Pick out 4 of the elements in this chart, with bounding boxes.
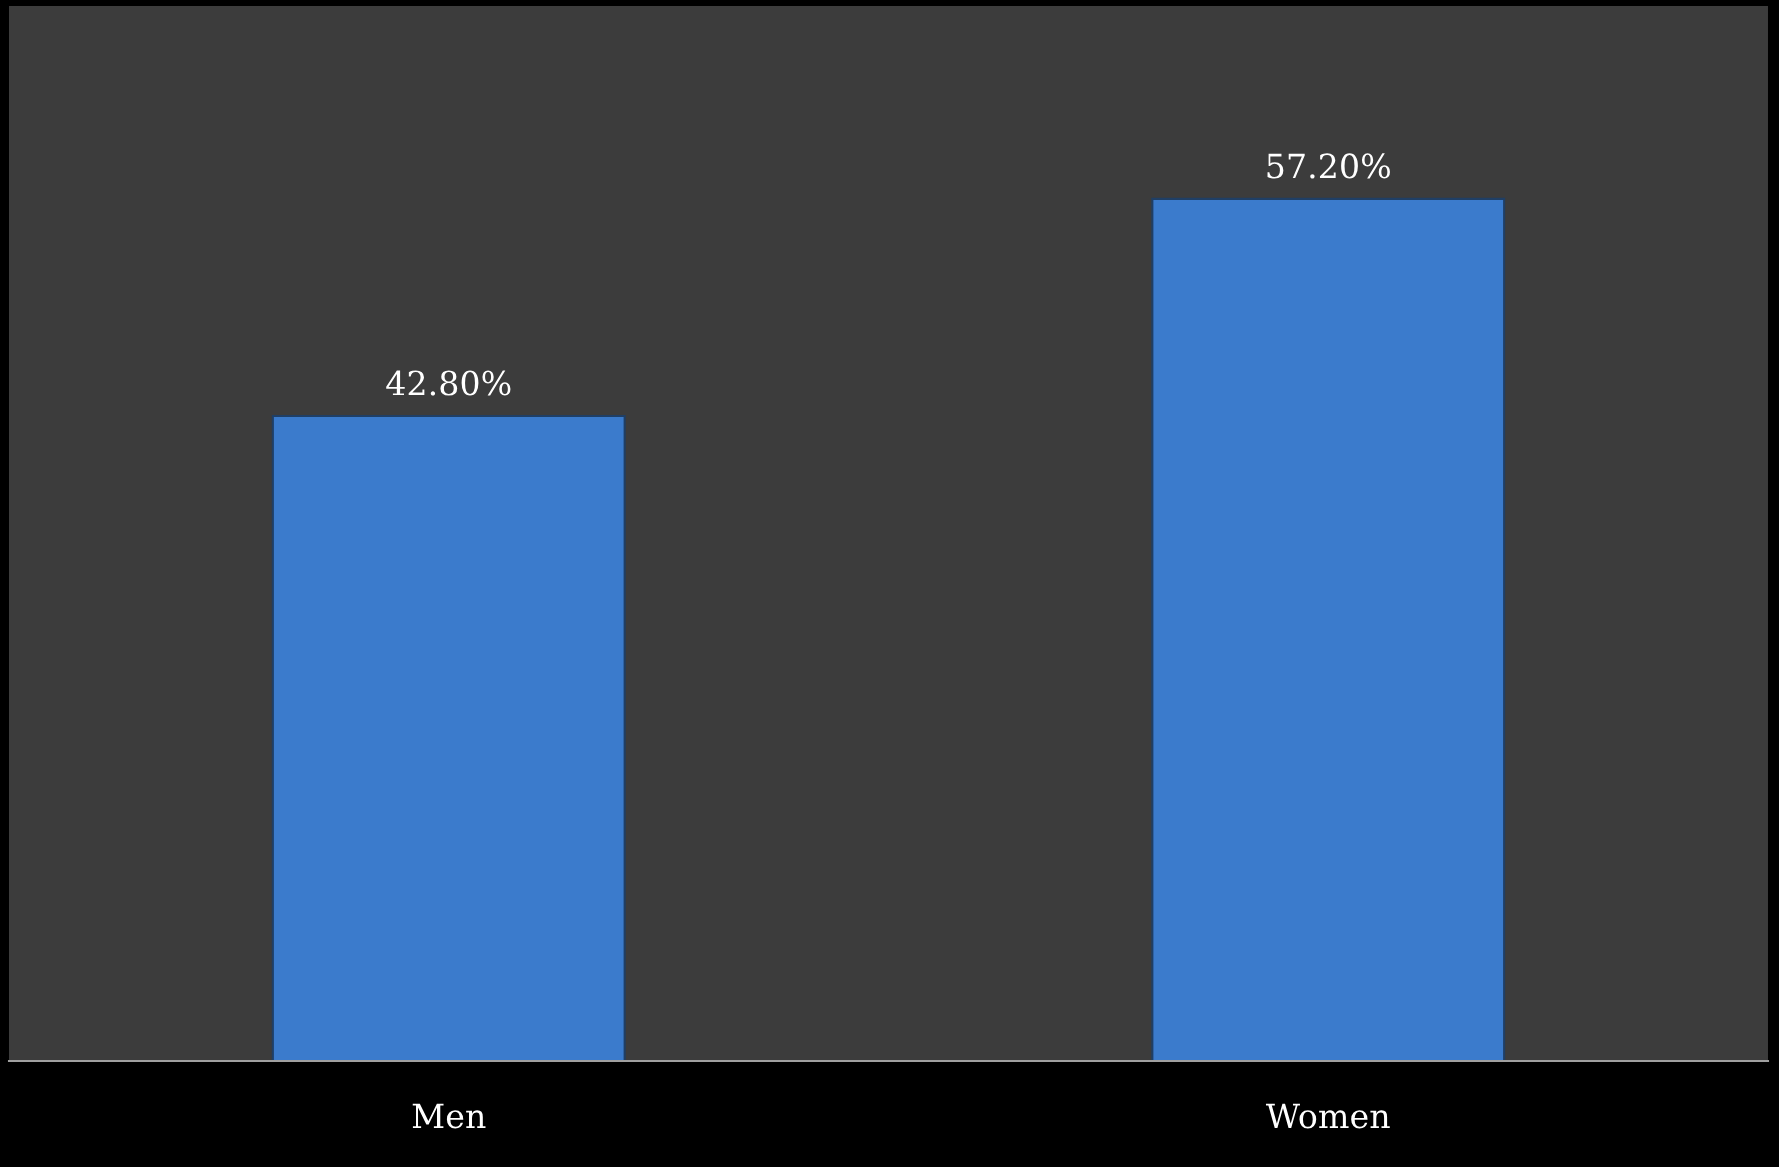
x-tick-label: Women	[1265, 1103, 1390, 1129]
data-label: 57.20%	[1267, 153, 1390, 179]
x-tick-label: Men	[412, 1103, 486, 1129]
data-label: 42.80%	[386, 370, 511, 396]
